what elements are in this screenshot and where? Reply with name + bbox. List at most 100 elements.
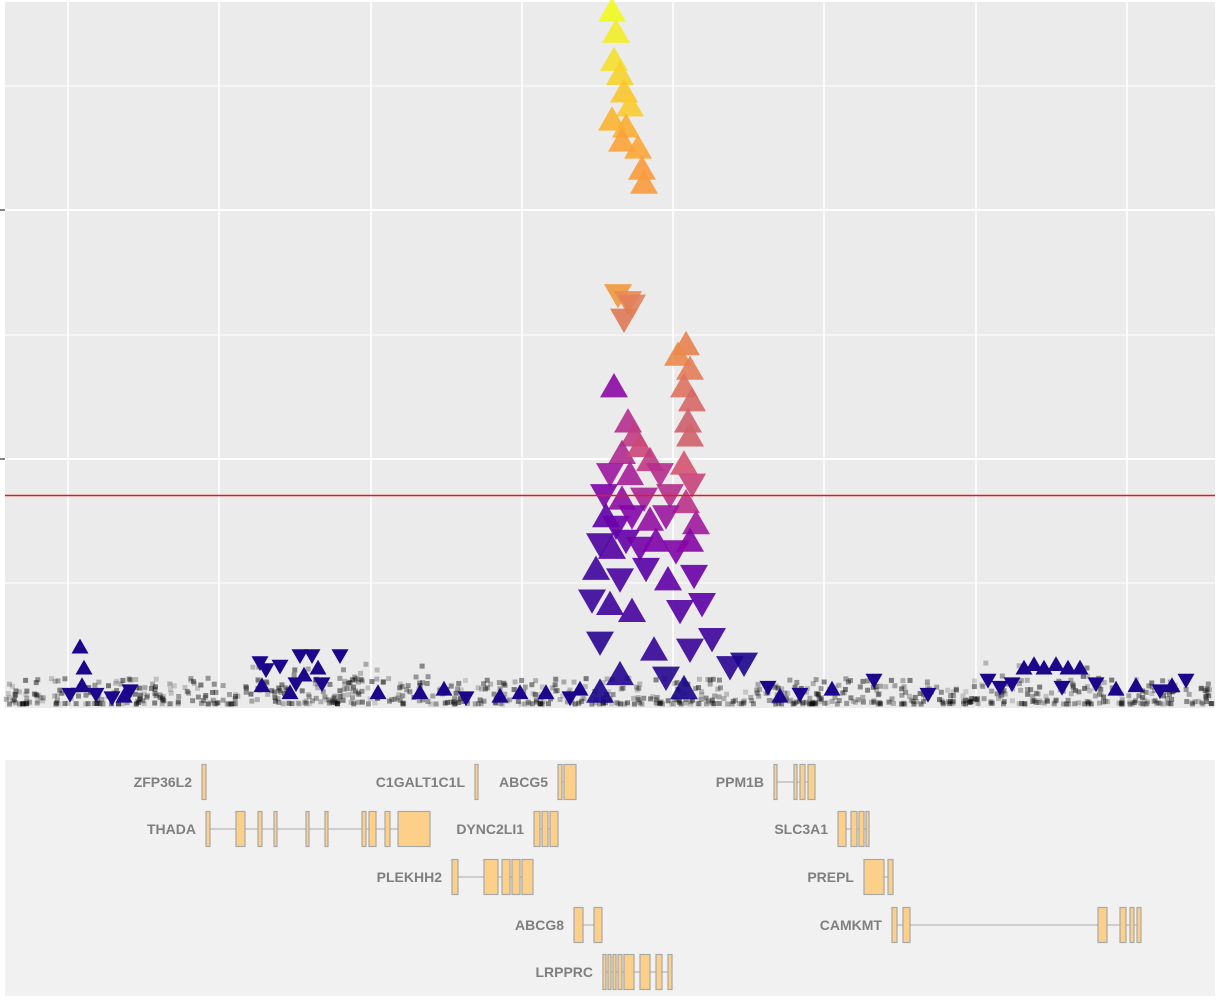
gene-exon	[257, 810, 263, 848]
data-point	[608, 127, 636, 152]
data-point	[257, 663, 275, 679]
gene-exon	[1136, 906, 1142, 944]
background-point	[981, 696, 987, 702]
background-point	[725, 701, 731, 707]
data-point	[291, 649, 309, 665]
background-point	[654, 695, 660, 701]
background-point	[356, 691, 362, 697]
background-point	[397, 685, 403, 691]
background-point	[969, 696, 975, 702]
background-point	[394, 695, 400, 701]
background-point	[618, 686, 624, 692]
background-point	[850, 698, 856, 704]
data-point	[646, 463, 674, 488]
gene-c1galt1c1l: C1GALT1C1L	[376, 763, 479, 801]
data-point	[602, 515, 630, 541]
data-point	[1003, 677, 1021, 693]
background-point	[40, 698, 46, 704]
gene-exon	[451, 858, 459, 896]
data-point	[606, 60, 634, 85]
background-point	[641, 695, 647, 701]
background-point	[1116, 700, 1122, 706]
background-point	[779, 686, 785, 692]
background-point	[335, 698, 341, 704]
background-point	[1044, 697, 1050, 703]
background-point	[190, 679, 196, 685]
background-point	[255, 678, 261, 684]
background-point	[1146, 683, 1152, 689]
background-point	[1166, 691, 1172, 697]
background-point	[202, 695, 208, 701]
data-point	[674, 408, 702, 433]
background-point	[972, 696, 978, 702]
gene-exon	[368, 810, 377, 848]
background-point	[947, 698, 953, 704]
background-point	[917, 691, 923, 697]
background-point	[537, 701, 543, 707]
background-point	[678, 701, 684, 707]
background-point	[220, 683, 226, 689]
background-point	[354, 676, 360, 682]
background-point	[263, 679, 269, 685]
background-point	[1160, 678, 1166, 684]
background-point	[1105, 699, 1111, 705]
background-point	[499, 701, 505, 707]
gene-exon	[799, 763, 806, 801]
background-point	[250, 664, 256, 670]
background-point	[17, 701, 23, 707]
background-point	[756, 693, 762, 699]
background-point	[280, 701, 286, 707]
background-point	[971, 684, 977, 690]
background-point	[359, 699, 365, 705]
background-point	[699, 692, 705, 698]
data-point	[624, 134, 652, 159]
background-point	[554, 688, 560, 694]
background-point	[707, 677, 713, 683]
background-point	[407, 689, 413, 695]
background-point	[372, 700, 378, 706]
gene-label: THADA	[147, 821, 196, 837]
background-point	[902, 701, 908, 707]
data-point	[1071, 659, 1089, 675]
background-point	[168, 701, 174, 707]
background-point	[1092, 693, 1098, 699]
gene-exon	[865, 810, 870, 848]
background-point	[1037, 698, 1043, 704]
background-point	[908, 697, 914, 703]
background-point	[484, 677, 490, 683]
background-point	[96, 679, 102, 685]
background-point	[996, 696, 1002, 702]
background-point	[1192, 699, 1198, 705]
background-point	[529, 682, 535, 688]
background-point	[35, 677, 41, 683]
background-point	[33, 680, 39, 686]
background-point	[212, 701, 218, 707]
background-point	[674, 680, 680, 686]
background-point	[1204, 699, 1210, 705]
background-point	[804, 689, 810, 695]
background-point	[766, 697, 772, 703]
background-point	[871, 698, 877, 704]
background-point	[416, 698, 422, 704]
background-point	[327, 681, 333, 687]
background-point	[533, 697, 539, 703]
background-point	[580, 695, 586, 701]
data-point	[411, 684, 429, 700]
data-point	[1107, 680, 1125, 696]
background-point	[352, 677, 358, 683]
background-point	[1098, 692, 1104, 698]
background-point	[1109, 677, 1115, 683]
data-point	[652, 666, 680, 692]
background-point	[358, 670, 364, 676]
background-point	[519, 677, 525, 683]
background-point	[1127, 701, 1133, 707]
background-point	[94, 700, 100, 706]
background-point	[938, 697, 944, 703]
data-point	[608, 439, 636, 465]
low-significance-points	[61, 638, 1195, 707]
data-point	[654, 566, 682, 591]
significant-points	[578, 0, 758, 703]
background-point	[533, 678, 539, 684]
background-point	[941, 701, 947, 707]
